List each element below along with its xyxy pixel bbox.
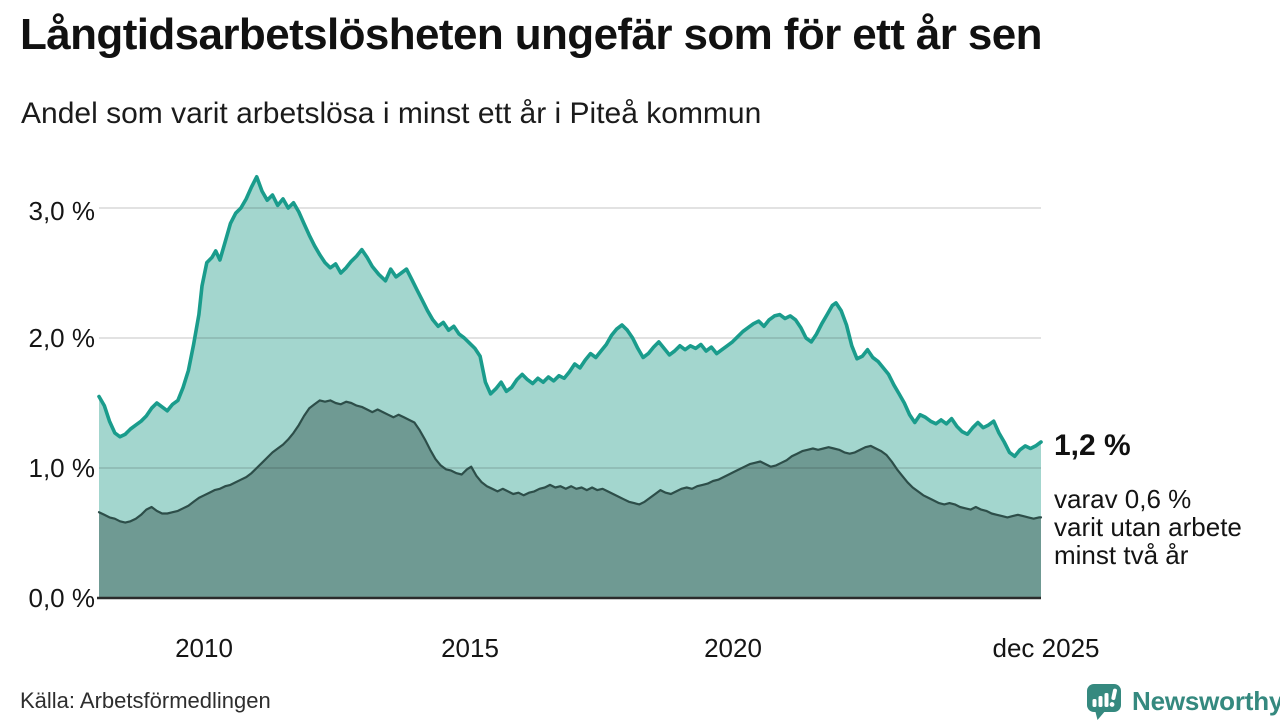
line-minst-tva-ar	[97, 399, 1043, 524]
y-axis-tick-label: 1,0 %	[28, 453, 96, 483]
y-axis-tick-label: 0,0 %	[28, 583, 96, 613]
endpoint-value-label: 1,2 %	[1054, 429, 1131, 462]
x-axis-tick-label: 2015	[441, 633, 499, 663]
endpoint-detail-line: minst två år	[1054, 540, 1189, 570]
x-axis-tick-label: 2010	[175, 633, 233, 663]
line-minst-ett-ar	[97, 175, 1043, 459]
endpoint-detail-label: varav 0,6 % varit utan arbete minst två …	[1054, 485, 1242, 569]
newsworthy-bubble-chart-icon	[1087, 684, 1121, 720]
area-minst-tva-ar	[99, 400, 1041, 598]
page-title: Långtidsarbetslösheten ungefär som för e…	[20, 10, 1043, 59]
x-axis-tick-label: 2020	[704, 633, 762, 663]
newsworthy-wordmark: Newsworthy	[1132, 686, 1280, 716]
y-axis-tick-label: 3,0 %	[28, 196, 96, 226]
chart-subtitle: Andel som varit arbetslösa i minst ett å…	[21, 97, 762, 130]
source-label: Källa: Arbetsförmedlingen	[20, 688, 271, 713]
x-axis-tick-label: dec 2025	[992, 633, 1100, 663]
newsworthy-logo: Newsworthy	[1085, 683, 1280, 720]
endpoint-detail-line: varit utan arbete	[1054, 512, 1242, 542]
y-axis-tick-label: 2,0 %	[28, 323, 96, 353]
endpoint-detail-line: varav 0,6 %	[1054, 484, 1192, 514]
